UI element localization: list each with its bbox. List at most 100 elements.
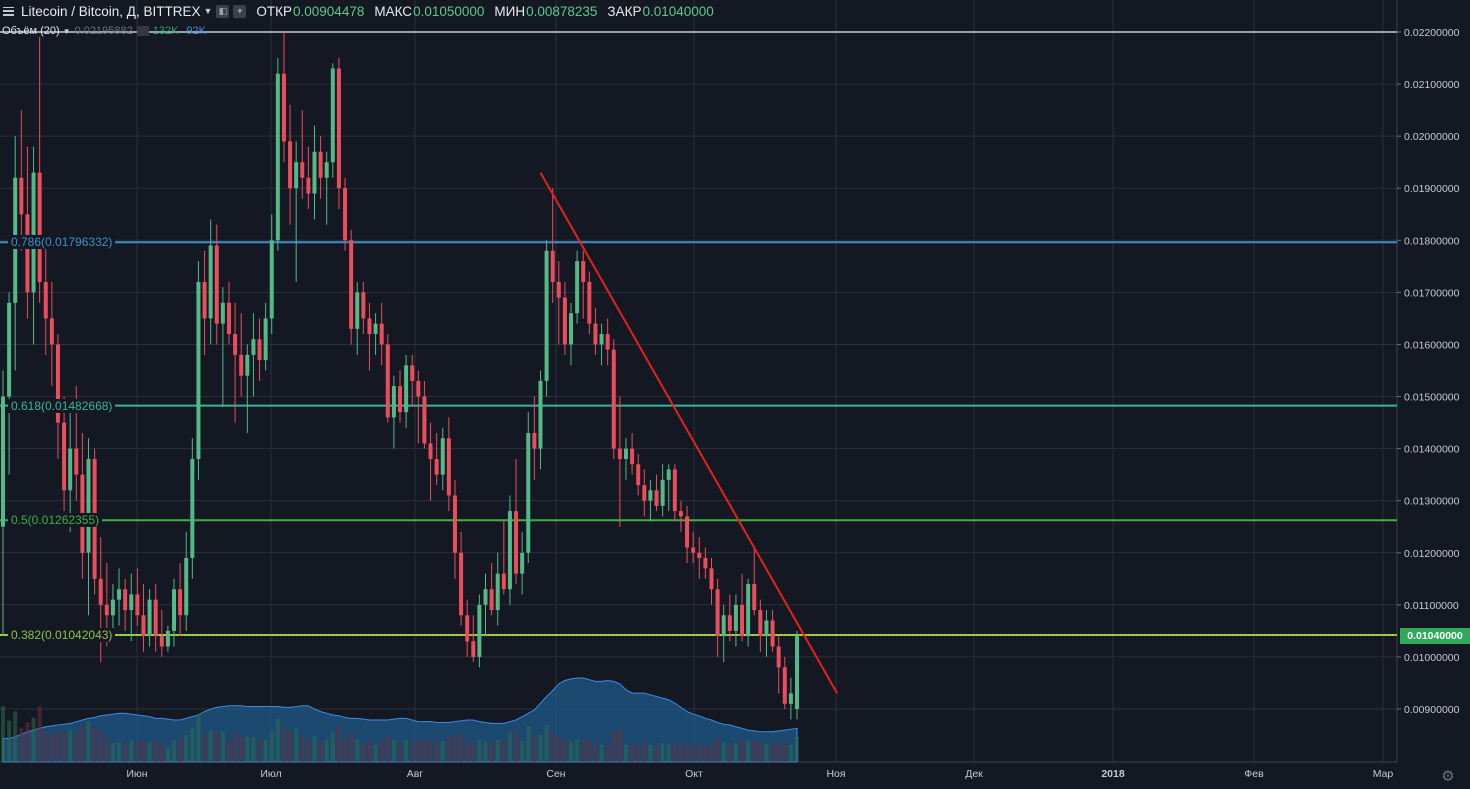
x-tick-label: Сен [546, 768, 565, 780]
candle-body [330, 68, 335, 163]
candle-body [1, 396, 5, 527]
candle-body [703, 557, 708, 569]
open-label: ОТКР [256, 3, 293, 19]
gear-icon[interactable]: ⚙ [1441, 768, 1455, 785]
candle-body [465, 615, 470, 642]
candle-body [318, 151, 323, 178]
volume-bar [544, 725, 549, 762]
volume-bar [605, 743, 610, 762]
volume-bar [550, 732, 555, 762]
candle-body [202, 281, 207, 319]
volume-bar [581, 740, 586, 762]
candle-body [25, 214, 30, 293]
y-tick-label: 0.01700000 [1404, 287, 1460, 299]
candle-body [678, 511, 683, 517]
volume-bar [795, 736, 799, 762]
candle-body [569, 313, 574, 345]
candle-body [165, 630, 170, 647]
volume-bar [672, 742, 677, 762]
time-axis[interactable]: Июн Июл Авг Сен Окт Ноя Дек 2018 Фев Мар [126, 768, 1393, 780]
x-tick-label: 2018 [1101, 768, 1125, 780]
y-tick-label: 0.01500000 [1404, 392, 1460, 404]
candle-body [422, 396, 427, 444]
volume-bar [300, 736, 305, 762]
trendline[interactable] [539, 172, 839, 694]
hamburger-menu-icon[interactable] [2, 5, 15, 18]
candle-body [733, 604, 738, 631]
volume-bar [245, 736, 250, 762]
volume-bar [495, 739, 500, 762]
volume-bar [520, 741, 525, 762]
volume-bar [269, 731, 274, 762]
candle-body [605, 334, 610, 350]
volume-bar [385, 736, 390, 762]
candle-body [367, 318, 372, 335]
candle-body [19, 177, 24, 215]
volume-bar [660, 743, 665, 762]
candle-body [190, 459, 195, 558]
candle-body [312, 151, 317, 194]
chevron-down-icon[interactable]: ▼ [62, 26, 71, 36]
candle-body [599, 334, 604, 345]
candle-body [336, 68, 341, 189]
candle-body [770, 620, 775, 647]
y-tick-label: 0.01400000 [1404, 444, 1460, 456]
compare-icon[interactable]: ◧ [216, 4, 230, 18]
volume-bar [764, 743, 769, 762]
volume-bar [410, 743, 415, 762]
volume-legend: Объём (20) ▼ 0.02195882 132K 92K [0, 23, 206, 39]
volume-bar [678, 746, 683, 762]
volume-bar [49, 734, 54, 762]
volume-pane [1, 677, 799, 763]
volume-bar [440, 741, 445, 762]
volume-bar [752, 740, 757, 762]
volume-bar [190, 727, 195, 762]
volume-bar [367, 740, 372, 762]
volume-bar [709, 743, 714, 762]
y-tick-label: 0.01600000 [1404, 339, 1460, 351]
price-axis[interactable]: 0.02200000 0.02100000 0.02000000 0.01900000… [1397, 27, 1460, 716]
candle-body [306, 177, 311, 194]
candle-body [129, 594, 134, 611]
volume-bar [733, 743, 738, 762]
volume-bar [214, 731, 219, 762]
settings-icon[interactable]: ✦ [233, 4, 247, 18]
candle-body [758, 610, 763, 637]
symbol-title[interactable]: Litecoin / Bitcoin, Д, BITTREX [21, 3, 201, 19]
volume-bar [25, 722, 30, 762]
volume-bar [184, 734, 189, 762]
volume-bar [538, 734, 543, 762]
volume-bar [361, 743, 366, 762]
fibonacci-retracement[interactable] [0, 31, 1397, 637]
volume-bar [263, 740, 268, 762]
x-tick-label: Июл [260, 768, 281, 780]
volume-bar [569, 741, 574, 762]
candle-body [666, 469, 671, 480]
chevron-down-icon[interactable]: ▼ [203, 6, 213, 16]
volume-bar [758, 743, 763, 762]
volume-bar [202, 734, 207, 762]
volume-bar [697, 744, 702, 762]
volume-bar [575, 739, 580, 762]
x-tick-label: Авг [407, 768, 424, 780]
volume-bar [233, 731, 238, 762]
volume-bar [178, 739, 183, 762]
candle-body [43, 281, 48, 319]
close-label: ЗАКР [607, 3, 642, 19]
volume-bar [556, 737, 561, 762]
candle-body [526, 432, 531, 553]
volume-bar [281, 729, 286, 762]
volume-label[interactable]: Объём (20) [2, 25, 60, 37]
volume-bar [324, 739, 329, 762]
candle-body [324, 162, 329, 178]
candle-body [214, 245, 219, 324]
candle-body [172, 589, 177, 631]
candle-body [196, 281, 201, 460]
volume-bar [532, 737, 537, 762]
volume-bar [611, 731, 616, 762]
candle-body [575, 261, 580, 314]
volume-settings-icon[interactable] [136, 26, 149, 36]
volume-bar [349, 732, 354, 762]
candle-body [220, 302, 225, 324]
